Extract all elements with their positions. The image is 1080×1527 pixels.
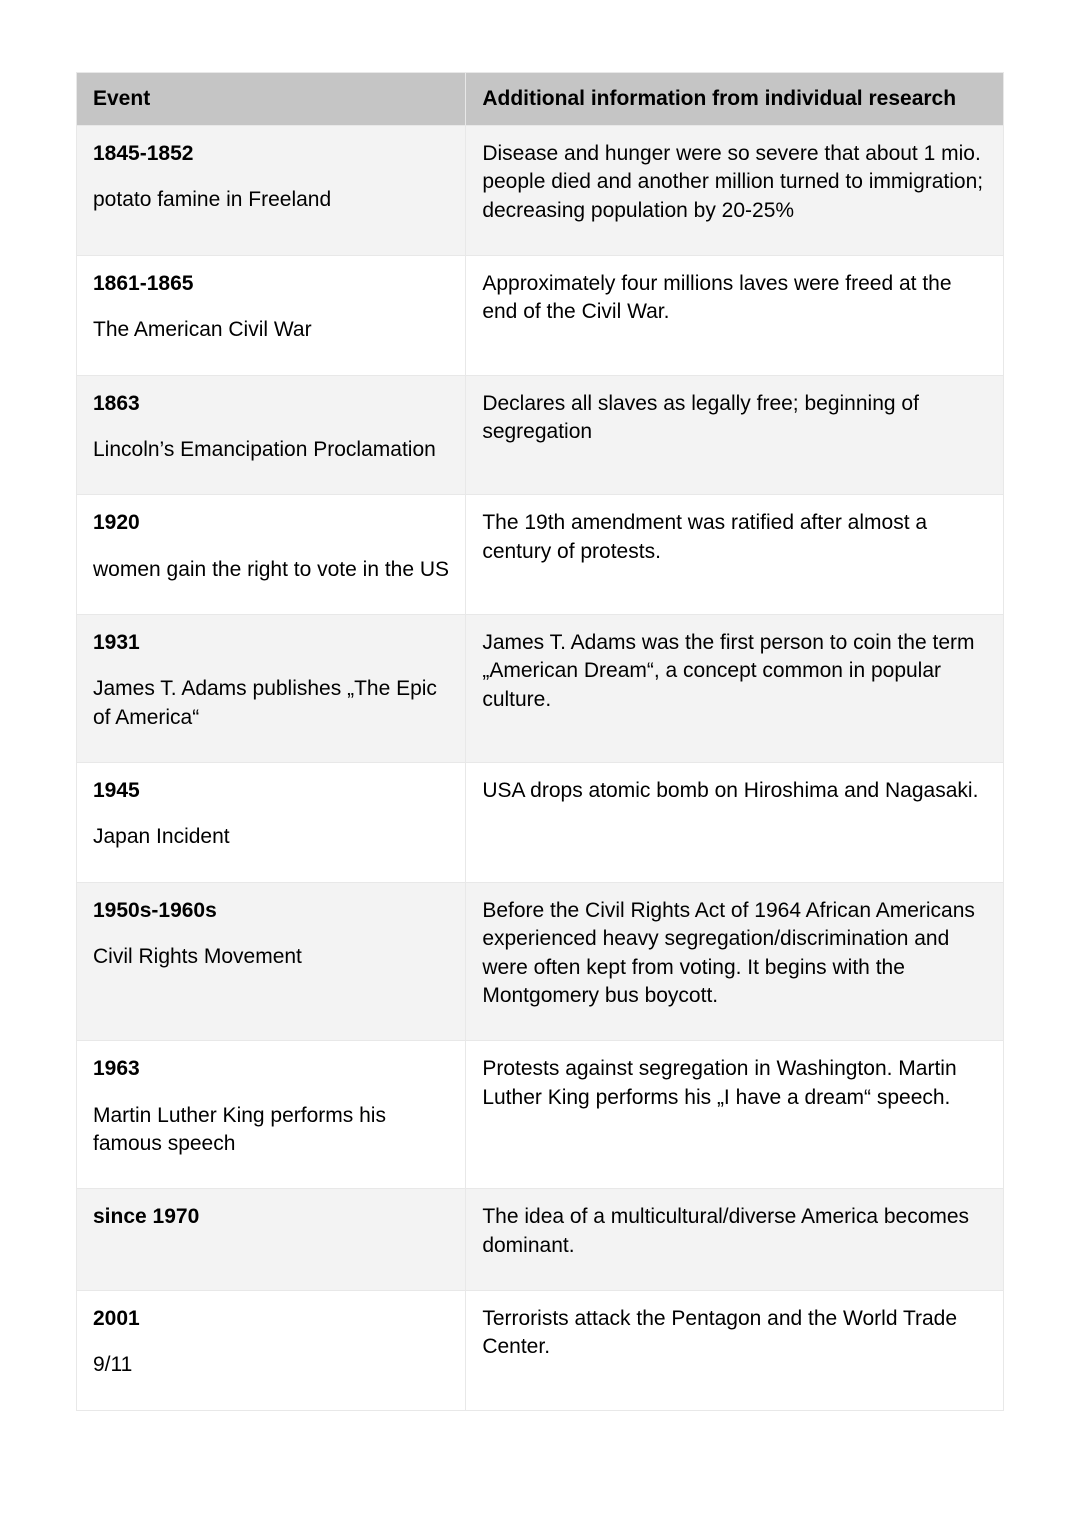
cell-info: Before the Civil Rights Act of 1964 Afri… <box>466 882 1004 1040</box>
table-row: 1863 Lincoln’s Emancipation Proclamation D… <box>77 375 1004 495</box>
cell-event: 1963 Martin Luther King performs his famo… <box>77 1041 466 1189</box>
event-desc: Japan Incident <box>93 823 449 851</box>
event-date: 1920 <box>93 509 449 537</box>
event-date: 1861-1865 <box>93 270 449 298</box>
table-row: 1931 James T. Adams publishes „The Epic o… <box>77 615 1004 763</box>
cell-info: The idea of a multicultural/diverse Amer… <box>466 1189 1004 1291</box>
table-row: 1963 Martin Luther King performs his famo… <box>77 1041 1004 1189</box>
event-desc: potato famine in Freeland <box>93 186 449 214</box>
event-date: 1945 <box>93 777 449 805</box>
cell-info: The 19th amendment was ratified after al… <box>466 495 1004 615</box>
cell-info: Protests against segregation in Washingt… <box>466 1041 1004 1189</box>
table-row: 1945 Japan Incident USA drops atomic bomb … <box>77 763 1004 883</box>
cell-event: 1920 women gain the right to vote in the … <box>77 495 466 615</box>
event-desc: James T. Adams publishes „The Epic of Am… <box>93 675 449 732</box>
cell-info: James T. Adams was the first person to c… <box>466 615 1004 763</box>
event-desc: Martin Luther King performs his famous s… <box>93 1102 449 1159</box>
table-row: 1950s-1960s Civil Rights Movement Before t… <box>77 882 1004 1040</box>
col-header-info: Additional information from individual r… <box>466 73 1004 126</box>
table-header-row: Event Additional information from indivi… <box>77 73 1004 126</box>
table-row: 1920 women gain the right to vote in the … <box>77 495 1004 615</box>
event-date: 2001 <box>93 1305 449 1333</box>
event-desc: The American Civil War <box>93 316 449 344</box>
cell-event: 1931 James T. Adams publishes „The Epic o… <box>77 615 466 763</box>
event-desc: women gain the right to vote in the US <box>93 556 449 584</box>
table-row: since 1970 The idea of a multicultural/di… <box>77 1189 1004 1291</box>
event-date: 1931 <box>93 629 449 657</box>
event-date: 1863 <box>93 390 449 418</box>
cell-info: Declares all slaves as legally free; beg… <box>466 375 1004 495</box>
cell-info: Disease and hunger were so severe that a… <box>466 126 1004 256</box>
cell-info: Approximately four millions laves were f… <box>466 256 1004 376</box>
cell-info: Terrorists attack the Pentagon and the W… <box>466 1290 1004 1410</box>
event-date: 1963 <box>93 1055 449 1083</box>
event-date: since 1970 <box>93 1203 449 1231</box>
event-desc: 9/11 <box>93 1351 449 1379</box>
cell-event: 2001 9/11 <box>77 1290 466 1410</box>
events-table: Event Additional information from indivi… <box>76 72 1004 1411</box>
col-header-event: Event <box>77 73 466 126</box>
cell-event: since 1970 <box>77 1189 466 1291</box>
table-row: 1845-1852 potato famine in Freeland Diseas… <box>77 126 1004 256</box>
cell-event: 1861-1865 The American Civil War <box>77 256 466 376</box>
event-date: 1845-1852 <box>93 140 449 168</box>
event-date: 1950s-1960s <box>93 897 449 925</box>
event-desc: Lincoln’s Emancipation Proclamation <box>93 436 449 464</box>
cell-event: 1950s-1960s Civil Rights Movement <box>77 882 466 1040</box>
table-row: 2001 9/11 Terrorists attack the Pentagon a… <box>77 1290 1004 1410</box>
cell-info: USA drops atomic bomb on Hiroshima and N… <box>466 763 1004 883</box>
cell-event: 1845-1852 potato famine in Freeland <box>77 126 466 256</box>
event-desc: Civil Rights Movement <box>93 943 449 971</box>
cell-event: 1863 Lincoln’s Emancipation Proclamation <box>77 375 466 495</box>
cell-event: 1945 Japan Incident <box>77 763 466 883</box>
table-row: 1861-1865 The American Civil War Approxima… <box>77 256 1004 376</box>
